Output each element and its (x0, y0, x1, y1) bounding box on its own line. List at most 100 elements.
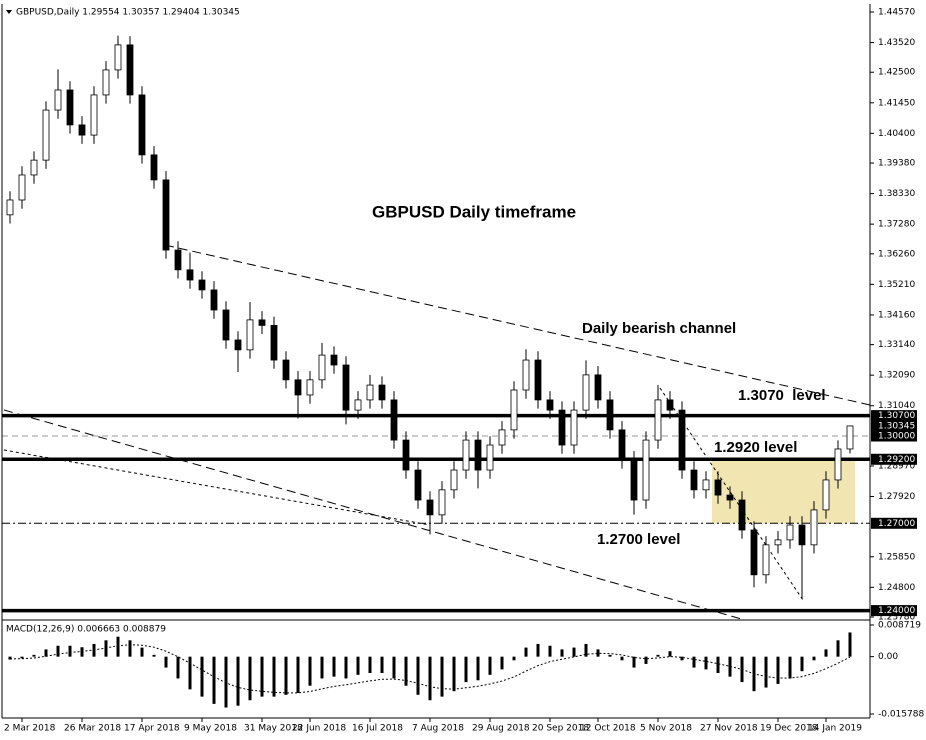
candle-body (186, 269, 194, 281)
x-tick-label: 27 Nov 2018 (700, 724, 758, 734)
price-marker-label: 1.30345 (878, 421, 915, 431)
macd-bar (500, 656, 504, 670)
candle-body (78, 124, 86, 136)
candle-body (726, 494, 734, 501)
levels (2, 413, 870, 613)
candles (6, 35, 854, 599)
y-tick-label: 1.28970 (878, 461, 915, 471)
x-tick-label: 17 Apr 2018 (124, 724, 180, 734)
candle-body (198, 279, 206, 291)
price-marker-label: 1.24000 (878, 606, 915, 616)
macd-bar (488, 656, 492, 675)
candle-body (390, 399, 398, 441)
candle-body (750, 529, 758, 576)
macd-bar (380, 656, 384, 674)
chart-title: GBPUSD Daily timeframe (372, 202, 576, 221)
candle-body (54, 89, 62, 111)
macd-bar (680, 656, 684, 661)
zone (712, 459, 855, 524)
macd-bar (440, 656, 444, 697)
y-tick-label: 1.27920 (878, 492, 915, 502)
candle-body (114, 44, 122, 71)
candle-body (522, 359, 530, 391)
y-tick-label: 1.41450 (878, 98, 915, 108)
macd-bar (704, 656, 708, 670)
candle-body (90, 94, 98, 136)
macd-bar (560, 649, 564, 657)
candle-body (786, 524, 794, 541)
y-tick-label: 1.36260 (878, 249, 915, 259)
macd-bar (164, 656, 168, 668)
macd-bar (548, 645, 552, 657)
price-marker-label: 1.30000 (878, 431, 915, 441)
macd-bar (656, 654, 660, 657)
x-tick-label: 2 Mar 2018 (4, 724, 56, 734)
macd-bar (416, 656, 420, 695)
macd-bar (116, 636, 120, 657)
candle-body (414, 469, 422, 501)
candle-body (30, 159, 38, 176)
y-tick-label: 0.008719 (878, 621, 921, 631)
annotation: Daily bearish channel (582, 320, 736, 337)
candle-body (138, 94, 146, 156)
candle-body (450, 469, 458, 491)
price-marker (871, 517, 917, 529)
y-tick-label: 1.39380 (878, 159, 915, 169)
macd-bar (44, 649, 48, 657)
macd-bar (320, 656, 324, 679)
menu-arrow (6, 10, 12, 14)
macd-bar (692, 656, 696, 668)
trend-line (3, 449, 431, 526)
candle-body (66, 89, 74, 126)
candle-body (798, 524, 806, 546)
candle-body (558, 409, 566, 446)
y-tick-label: 1.34160 (878, 310, 915, 320)
candle-body (366, 384, 374, 401)
candle-body (714, 479, 722, 496)
annotation: 1.2920 level (714, 439, 797, 456)
candle-body (594, 374, 602, 401)
macd-bar (404, 656, 408, 686)
x-tick-label: 29 Aug 2018 (472, 724, 530, 734)
candle-body (6, 199, 14, 216)
macd-bar (284, 656, 288, 695)
x-tick-label: 5 Nov 2018 (640, 724, 692, 734)
candle-body (258, 319, 266, 326)
candle-body (342, 364, 350, 411)
macd-bar (344, 656, 348, 679)
price-marker-label: 1.30700 (878, 411, 915, 421)
candle-body (162, 179, 170, 251)
x-tick-label: 7 Aug 2018 (412, 724, 464, 734)
macd-bar (464, 656, 468, 683)
candle-body (174, 249, 182, 271)
candle-body (582, 374, 590, 411)
signal-line (9, 644, 851, 694)
candle-body (642, 439, 650, 501)
candle-body (534, 359, 542, 401)
y-tick-label: 1.33140 (878, 340, 915, 350)
candle-body (546, 399, 554, 411)
candle-body (666, 399, 674, 411)
macd-bar (80, 647, 84, 657)
candle-body (270, 325, 278, 361)
macd-bar (8, 656, 12, 660)
price-marker (871, 453, 917, 465)
macd-bar (572, 647, 576, 657)
candle-body (834, 448, 842, 481)
y-tick-label: 1.37280 (878, 220, 915, 230)
macd-bar (20, 656, 24, 659)
macd-bar (632, 656, 636, 668)
candle-body (738, 499, 746, 531)
macd-bar (668, 651, 672, 657)
macd-label: MACD(12,26,9) 0.006663 0.008879 (6, 625, 166, 635)
macd-bar (68, 645, 72, 657)
price-marker (871, 420, 917, 432)
macd-bar (716, 656, 720, 674)
macd-bar (188, 656, 192, 690)
macd-bar (608, 654, 612, 657)
macd-bar (812, 656, 816, 661)
macd-bar (56, 645, 60, 657)
y-tick-label: 1.32090 (878, 371, 915, 381)
macd-bar (644, 656, 648, 664)
